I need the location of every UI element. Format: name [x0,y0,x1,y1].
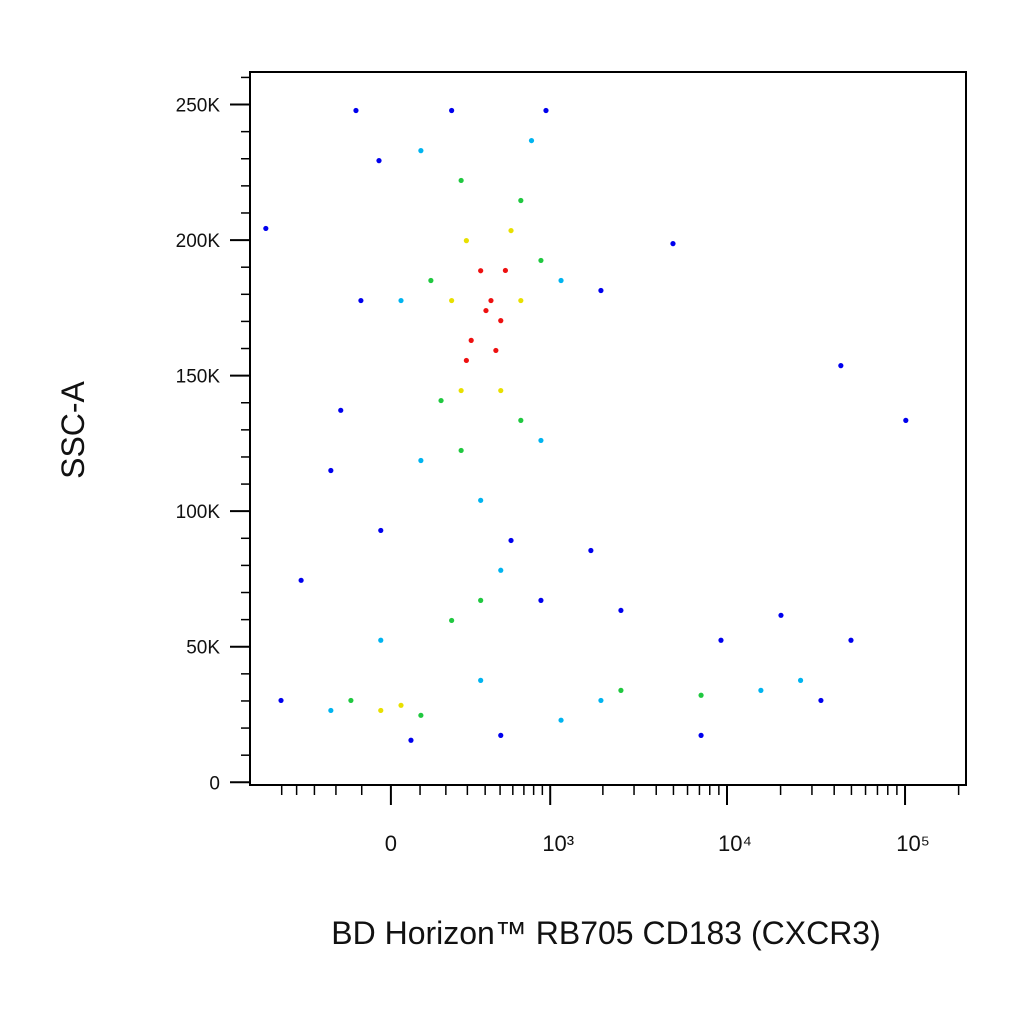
point [458,177,464,184]
point [838,363,844,369]
point [418,457,424,464]
point [618,687,624,693]
point [463,357,469,364]
point [598,697,604,704]
point [328,467,334,474]
point [488,297,494,304]
point [328,707,334,714]
y-tick-label: 100K [176,502,221,523]
point [493,347,499,354]
x-tick-label: 0 [385,831,397,856]
point [376,158,382,164]
point [449,617,455,624]
x-axis-title: BD Horizon™ RB705 CD183 (CXCR3) [331,915,881,951]
point [538,597,544,603]
point [358,297,364,304]
point [903,417,909,423]
point [498,567,504,573]
point [558,717,564,723]
y-tick-label: 150K [176,367,221,388]
point [518,197,524,204]
point [508,537,514,544]
point [478,597,484,603]
point [718,637,724,643]
point [353,107,359,114]
point [338,407,344,413]
point [438,397,444,404]
point [797,677,804,683]
point [278,697,284,704]
point [818,697,824,704]
point [408,737,414,743]
point [508,227,514,234]
point [528,137,535,144]
point [378,707,384,714]
point [498,387,504,394]
point [538,257,544,264]
y-tick-label: 200K [176,231,221,252]
point [778,612,784,618]
y-axis-title: SSC-A [55,380,91,478]
point [502,267,509,274]
point [478,677,484,683]
point [418,148,424,154]
x-tick-label: 10³ [542,831,574,856]
point [498,732,504,738]
point [458,447,464,454]
point [588,547,594,554]
point [398,702,404,708]
point [670,241,676,247]
point [518,417,524,423]
y-tick-label: 0 [209,773,220,794]
point [263,225,269,232]
point [398,297,404,304]
x-tick-label: 10⁵ [896,831,930,856]
point [378,637,384,643]
point [449,107,455,114]
point [698,732,704,738]
plot-frame [249,71,967,786]
point [618,607,624,614]
point [478,268,484,274]
y-tick-label: 250K [176,96,221,117]
point [458,387,464,394]
point [698,692,704,698]
point [483,307,489,314]
point [518,297,524,304]
point [449,297,455,304]
point [848,637,854,643]
point [298,577,304,583]
point [418,712,424,718]
point [468,337,474,343]
point [758,687,764,693]
y-tick-label: 50K [186,638,220,659]
point [463,238,469,244]
point [348,697,354,704]
point [558,277,564,284]
point [378,527,384,534]
point [543,107,549,114]
point [538,437,544,444]
point [598,287,604,294]
point [498,318,504,324]
x-tick-label: 10⁴ [718,831,752,856]
point [478,497,484,503]
point [428,277,434,284]
